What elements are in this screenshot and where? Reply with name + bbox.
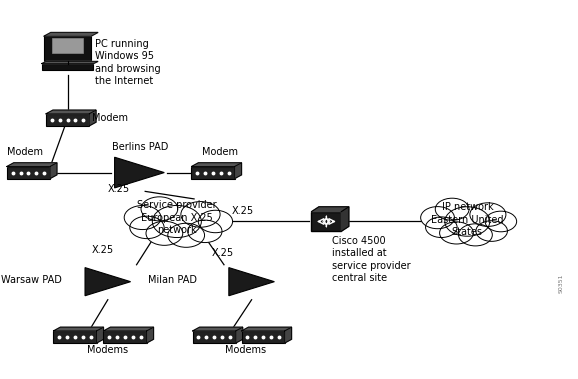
Circle shape [476,221,507,241]
Polygon shape [89,110,96,126]
Text: Modem: Modem [92,113,128,123]
Text: Modems: Modems [87,345,128,355]
Circle shape [141,197,178,221]
Circle shape [153,205,201,238]
Polygon shape [312,207,349,212]
Text: Cisco 4500
installed at
service provider
central site: Cisco 4500 installed at service provider… [332,236,411,283]
Polygon shape [242,327,291,331]
Polygon shape [7,163,57,166]
Polygon shape [85,268,131,296]
Text: IP network
Eastern United
States: IP network Eastern United States [431,202,503,237]
Polygon shape [235,163,242,179]
Text: S0351: S0351 [559,274,564,293]
Circle shape [485,211,517,232]
Polygon shape [236,327,243,343]
Text: Warsaw PAD: Warsaw PAD [1,275,62,285]
Circle shape [445,207,490,236]
Circle shape [124,205,161,230]
Text: Milan PAD: Milan PAD [148,275,197,285]
Circle shape [181,202,220,227]
Circle shape [421,207,454,229]
Text: Berlins PAD: Berlins PAD [112,142,168,152]
Circle shape [168,223,205,247]
Text: Service provider
European X.25
network: Service provider European X.25 network [137,200,217,235]
Polygon shape [97,327,103,343]
Circle shape [440,222,473,244]
Polygon shape [229,268,275,296]
FancyBboxPatch shape [42,64,94,70]
Polygon shape [53,327,103,331]
Circle shape [470,203,506,226]
Polygon shape [192,327,243,331]
Polygon shape [46,110,96,114]
FancyBboxPatch shape [53,331,97,343]
Circle shape [458,224,492,246]
FancyBboxPatch shape [192,331,236,343]
Text: Modems: Modems [225,345,266,355]
Polygon shape [342,207,349,231]
Circle shape [146,221,183,245]
Polygon shape [42,61,98,64]
FancyBboxPatch shape [46,114,89,126]
Polygon shape [285,327,291,343]
FancyBboxPatch shape [51,38,83,53]
FancyBboxPatch shape [242,331,285,343]
Text: X.25: X.25 [212,249,234,258]
Text: Modem: Modem [202,147,238,157]
FancyBboxPatch shape [103,331,147,343]
Text: Modem: Modem [6,147,43,157]
FancyBboxPatch shape [191,166,235,179]
Polygon shape [44,33,98,36]
Polygon shape [147,327,154,343]
FancyBboxPatch shape [44,36,91,61]
FancyBboxPatch shape [312,212,342,231]
Circle shape [425,217,457,238]
Polygon shape [191,163,242,166]
Text: PC running
Windows 95
and browsing
the Internet: PC running Windows 95 and browsing the I… [95,39,161,86]
Text: X.25: X.25 [108,185,130,194]
Text: X.25: X.25 [232,206,254,216]
Polygon shape [50,163,57,179]
Polygon shape [103,327,154,331]
Circle shape [435,198,469,220]
Circle shape [130,216,164,239]
Text: X.25: X.25 [91,245,113,255]
Polygon shape [114,157,164,188]
FancyBboxPatch shape [7,166,50,179]
Circle shape [188,220,222,243]
Circle shape [198,210,232,233]
